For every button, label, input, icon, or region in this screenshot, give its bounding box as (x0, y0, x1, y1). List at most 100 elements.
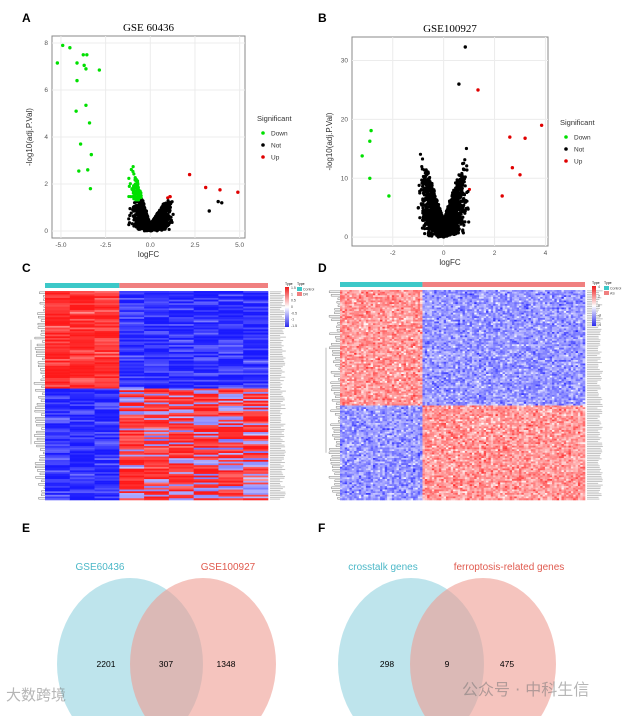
heatmap-cell (144, 343, 170, 346)
data-point (168, 208, 172, 213)
heatmap-cell (45, 360, 71, 363)
heatmap-cell (45, 318, 71, 321)
heatmap-cell (243, 357, 269, 360)
panel-label-b: B (318, 11, 327, 25)
heatmap-cell (45, 372, 71, 375)
heatmap-cell (218, 315, 244, 318)
heatmap-cell (168, 372, 194, 375)
data-point (156, 227, 160, 231)
row-label (270, 303, 282, 305)
heatmap-cell (218, 311, 244, 314)
heatmap-cell (69, 308, 95, 311)
heatmap-cell (119, 325, 145, 328)
heatmap-cell (243, 299, 269, 302)
heatmap-cell (94, 344, 120, 348)
data-point (466, 206, 470, 210)
data-point (458, 211, 462, 216)
heatmap-cell (218, 344, 244, 348)
data-point (453, 195, 457, 199)
heatmap-cell (168, 296, 194, 299)
heatmap-cell (168, 315, 194, 318)
y-tick-label: 0 (344, 234, 348, 241)
heatmap-cell (168, 338, 194, 341)
row-label (270, 294, 285, 296)
y-tick-label: 8 (44, 40, 48, 47)
x-axis-label: logFC (138, 250, 160, 259)
data-point (75, 78, 79, 83)
data-point (132, 224, 136, 228)
heatmap-cell (69, 320, 95, 323)
heatmap-cell (168, 341, 194, 344)
heatmap-cell (218, 303, 244, 306)
heatmap-cell (218, 334, 244, 337)
heatmap-cell (94, 304, 120, 307)
row-label (270, 354, 283, 355)
heatmap-cell (193, 310, 219, 313)
heatmap-cell (193, 327, 219, 330)
data-points (55, 43, 240, 233)
data-point (132, 172, 136, 176)
legend-title: Significant (257, 114, 293, 123)
heatmap-cell (243, 332, 269, 335)
heatmap-cell (119, 353, 145, 356)
heatmap-cell (94, 336, 120, 339)
heatmap-cell (144, 358, 170, 361)
data-point (130, 222, 134, 226)
heatmap-cell (243, 362, 269, 365)
heatmap-cell (144, 351, 170, 354)
y-tick-label: 6 (44, 87, 48, 94)
heatmap-cell (94, 334, 120, 337)
heatmap-cell (69, 322, 95, 325)
heatmap-cell (119, 364, 145, 367)
heatmap-cell (193, 362, 219, 365)
data-point (418, 216, 422, 220)
row-label (270, 300, 284, 301)
heatmap-cell (69, 291, 95, 294)
data-point (433, 198, 437, 202)
heatmap-cell (119, 338, 145, 341)
heatmap-cell (144, 331, 170, 334)
heatmap-cell (69, 346, 95, 349)
heatmap-cell (218, 338, 244, 341)
heatmap-cell (144, 372, 170, 375)
row-label (270, 340, 284, 342)
heatmap-cell (94, 357, 120, 360)
row-label (270, 317, 284, 319)
data-point (445, 211, 449, 216)
data-point (207, 209, 211, 213)
row-label (270, 336, 286, 338)
heatmap-cell (45, 317, 71, 320)
data-point (162, 221, 166, 225)
heatmap-cell (144, 367, 170, 370)
heatmap-cell (69, 299, 95, 302)
heatmap-cell (45, 308, 71, 311)
row-label (270, 331, 284, 333)
volcano-plot-b: -2 0 2 40102030GSE100927logFC-log10(adj.P.V… (325, 23, 596, 267)
heatmap-cell (144, 374, 170, 377)
data-point (510, 165, 515, 170)
data-point (429, 195, 433, 199)
data-point (457, 82, 461, 86)
heatmap-cell (119, 311, 145, 314)
heatmap-cell (45, 357, 71, 360)
data-point (152, 225, 156, 229)
data-point (187, 172, 192, 177)
data-point (462, 168, 467, 172)
heatmap-cell (144, 357, 170, 360)
heatmap-cell (144, 317, 170, 320)
heatmap-cell (168, 303, 194, 306)
panel-label-a: A (22, 11, 31, 25)
heatmap-cell (69, 355, 95, 358)
heatmap-cell (69, 318, 95, 321)
heatmap-cell (218, 364, 244, 367)
heatmap-cell (168, 346, 194, 349)
data-point (460, 171, 464, 176)
heatmap-cell (218, 369, 244, 372)
heatmap-cell (69, 372, 95, 375)
data-point (132, 188, 136, 192)
heatmap-cell (168, 322, 194, 325)
heatmap-cell (144, 291, 170, 294)
